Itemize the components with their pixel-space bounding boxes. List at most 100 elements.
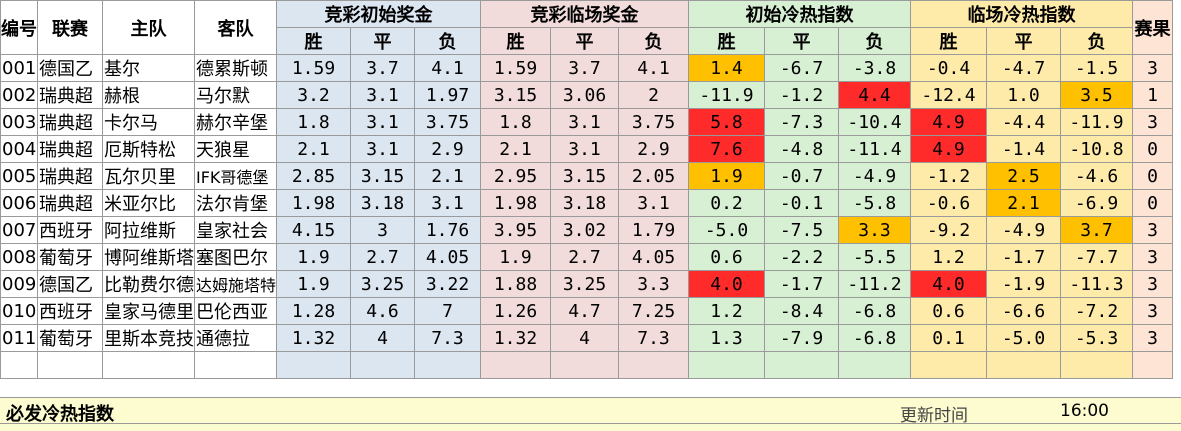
cell-home-team[interactable]: 比勒费尔德 bbox=[102, 270, 195, 298]
cell-home-team[interactable]: 米亚尔比 bbox=[102, 189, 195, 217]
empty-cell[interactable] bbox=[1060, 351, 1134, 379]
cell-live-odds-lose[interactable]: 2 bbox=[618, 81, 690, 109]
cell-live-odds-draw[interactable]: 2.7 bbox=[550, 243, 620, 271]
cell-match-id[interactable]: 006 bbox=[0, 189, 38, 217]
empty-cell[interactable] bbox=[1132, 351, 1174, 379]
cell-live-odds-draw[interactable]: 3.7 bbox=[550, 54, 620, 82]
cell-match-id[interactable]: 011 bbox=[0, 324, 38, 352]
cell-league[interactable]: 葡萄牙 bbox=[37, 243, 103, 271]
cell-initial-hot-lose[interactable]: -3.8 bbox=[838, 54, 912, 82]
cell-initial-hot-win[interactable]: 1.4 bbox=[688, 54, 766, 82]
header-lose[interactable]: 负 bbox=[414, 27, 482, 55]
cell-initial-odds-lose[interactable]: 3.22 bbox=[414, 270, 482, 298]
header-draw[interactable]: 平 bbox=[764, 27, 840, 55]
cell-initial-hot-draw[interactable]: -1.7 bbox=[764, 270, 840, 298]
cell-initial-odds-win[interactable]: 2.85 bbox=[276, 162, 352, 190]
cell-initial-odds-draw[interactable]: 3.1 bbox=[350, 135, 416, 163]
cell-initial-hot-draw[interactable]: -1.2 bbox=[764, 81, 840, 109]
cell-live-hot-win[interactable]: -0.6 bbox=[910, 189, 988, 217]
cell-initial-hot-win[interactable]: 0.2 bbox=[688, 189, 766, 217]
cell-live-hot-lose[interactable]: -11.9 bbox=[1060, 108, 1134, 136]
cell-league[interactable]: 瑞典超 bbox=[37, 135, 103, 163]
cell-away-team[interactable]: 皇家社会 bbox=[193, 216, 278, 244]
cell-live-hot-win[interactable]: 1.2 bbox=[910, 243, 988, 271]
cell-initial-odds-win[interactable]: 4.15 bbox=[276, 216, 352, 244]
cell-initial-hot-win[interactable]: 5.8 bbox=[688, 108, 766, 136]
header-lose[interactable]: 负 bbox=[1060, 27, 1134, 55]
cell-initial-hot-win[interactable]: 0.6 bbox=[688, 243, 766, 271]
cell-initial-hot-draw[interactable]: -7.3 bbox=[764, 108, 840, 136]
cell-home-team[interactable]: 皇家马德里 bbox=[102, 297, 195, 325]
empty-cell[interactable] bbox=[688, 351, 766, 379]
cell-initial-odds-win[interactable]: 1.28 bbox=[276, 297, 352, 325]
cell-live-odds-lose[interactable]: 1.79 bbox=[618, 216, 690, 244]
cell-live-hot-win[interactable]: -1.2 bbox=[910, 162, 988, 190]
header-win[interactable]: 胜 bbox=[480, 27, 552, 55]
cell-live-odds-draw[interactable]: 4 bbox=[550, 324, 620, 352]
cell-initial-hot-draw[interactable]: -8.4 bbox=[764, 297, 840, 325]
cell-initial-odds-win[interactable]: 1.32 bbox=[276, 324, 352, 352]
cell-result[interactable]: 3 bbox=[1132, 297, 1174, 325]
cell-league[interactable]: 瑞典超 bbox=[37, 81, 103, 109]
cell-initial-hot-win[interactable]: 7.6 bbox=[688, 135, 766, 163]
cell-live-hot-lose[interactable]: 3.5 bbox=[1060, 81, 1134, 109]
header-draw[interactable]: 平 bbox=[550, 27, 620, 55]
cell-away-team[interactable]: 赫尔辛堡 bbox=[193, 108, 278, 136]
cell-initial-odds-win[interactable]: 1.8 bbox=[276, 108, 352, 136]
cell-live-odds-win[interactable]: 1.9 bbox=[480, 243, 552, 271]
cell-initial-odds-lose[interactable]: 3.75 bbox=[414, 108, 482, 136]
cell-home-team[interactable]: 赫根 bbox=[102, 81, 195, 109]
cell-result[interactable]: 1 bbox=[1132, 81, 1174, 109]
cell-initial-hot-draw[interactable]: -4.8 bbox=[764, 135, 840, 163]
cell-initial-odds-lose[interactable]: 2.9 bbox=[414, 135, 482, 163]
cell-live-hot-win[interactable]: -12.4 bbox=[910, 81, 988, 109]
cell-live-odds-draw[interactable]: 3.06 bbox=[550, 81, 620, 109]
cell-initial-odds-win[interactable]: 1.9 bbox=[276, 270, 352, 298]
cell-live-odds-lose[interactable]: 2.05 bbox=[618, 162, 690, 190]
cell-result[interactable]: 0 bbox=[1132, 135, 1174, 163]
cell-live-hot-win[interactable]: 0.1 bbox=[910, 324, 988, 352]
cell-league[interactable]: 德国乙 bbox=[37, 54, 103, 82]
cell-live-odds-lose[interactable]: 3.3 bbox=[618, 270, 690, 298]
cell-league[interactable]: 西班牙 bbox=[37, 216, 103, 244]
empty-cell[interactable] bbox=[986, 351, 1062, 379]
cell-match-id[interactable]: 004 bbox=[0, 135, 38, 163]
cell-initial-hot-lose[interactable]: -4.9 bbox=[838, 162, 912, 190]
empty-cell[interactable] bbox=[480, 351, 552, 379]
cell-result[interactable]: 3 bbox=[1132, 108, 1174, 136]
cell-live-odds-draw[interactable]: 3.15 bbox=[550, 162, 620, 190]
footer-title[interactable]: 必发冷热指数 bbox=[6, 404, 114, 425]
cell-home-team[interactable]: 里斯本竞技 bbox=[102, 324, 195, 352]
empty-cell[interactable] bbox=[910, 351, 988, 379]
cell-initial-hot-win[interactable]: 1.9 bbox=[688, 162, 766, 190]
header-live-odds[interactable]: 竞彩临场奖金 bbox=[480, 0, 690, 28]
cell-live-hot-win[interactable]: -0.4 bbox=[910, 54, 988, 82]
cell-result[interactable]: 3 bbox=[1132, 324, 1174, 352]
cell-home-team[interactable]: 博阿维斯塔 bbox=[102, 243, 195, 271]
cell-away-team[interactable]: 德累斯顿 bbox=[193, 54, 278, 82]
cell-initial-odds-draw[interactable]: 3.7 bbox=[350, 54, 416, 82]
cell-initial-hot-lose[interactable]: -11.2 bbox=[838, 270, 912, 298]
cell-live-hot-lose[interactable]: -6.9 bbox=[1060, 189, 1134, 217]
cell-live-hot-draw[interactable]: -1.4 bbox=[986, 135, 1062, 163]
cell-initial-hot-win[interactable]: -5.0 bbox=[688, 216, 766, 244]
cell-live-odds-draw[interactable]: 3.18 bbox=[550, 189, 620, 217]
cell-away-team[interactable]: 巴伦西亚 bbox=[193, 297, 278, 325]
cell-result[interactable]: 3 bbox=[1132, 243, 1174, 271]
cell-initial-hot-lose[interactable]: 4.4 bbox=[838, 81, 912, 109]
cell-match-id[interactable]: 003 bbox=[0, 108, 38, 136]
cell-live-hot-draw[interactable]: -4.4 bbox=[986, 108, 1062, 136]
update-time-label[interactable]: 更新时间 bbox=[900, 406, 968, 426]
cell-initial-odds-lose[interactable]: 1.76 bbox=[414, 216, 482, 244]
cell-live-odds-win[interactable]: 2.1 bbox=[480, 135, 552, 163]
cell-initial-hot-draw[interactable]: -7.5 bbox=[764, 216, 840, 244]
cell-initial-hot-draw[interactable]: -7.9 bbox=[764, 324, 840, 352]
header-initial-hot-index[interactable]: 初始冷热指数 bbox=[688, 0, 912, 28]
cell-away-team[interactable]: 法尔肯堡 bbox=[193, 189, 278, 217]
cell-live-odds-lose[interactable]: 2.9 bbox=[618, 135, 690, 163]
cell-match-id[interactable]: 001 bbox=[0, 54, 38, 82]
cell-result[interactable]: 3 bbox=[1132, 216, 1174, 244]
header-draw[interactable]: 平 bbox=[350, 27, 416, 55]
cell-initial-odds-lose[interactable]: 1.97 bbox=[414, 81, 482, 109]
cell-initial-odds-lose[interactable]: 4.1 bbox=[414, 54, 482, 82]
